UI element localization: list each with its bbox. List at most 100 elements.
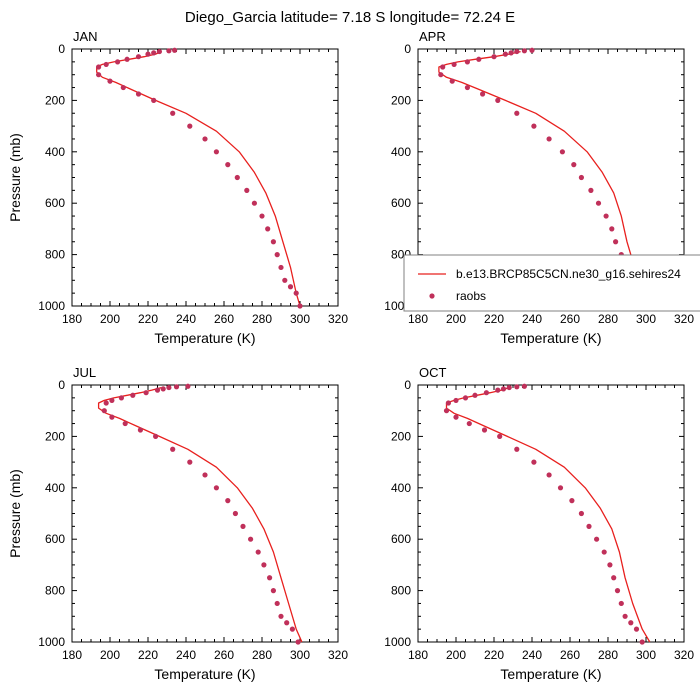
raobs-point bbox=[261, 562, 267, 568]
raobs-point bbox=[143, 390, 149, 396]
raobs-point bbox=[607, 562, 613, 568]
raobs-point bbox=[546, 136, 552, 142]
y-tick-label: 400 bbox=[391, 145, 411, 159]
raobs-point bbox=[151, 97, 157, 103]
raobs-point bbox=[255, 549, 261, 555]
raobs-point bbox=[464, 59, 470, 65]
raobs-point bbox=[270, 239, 276, 245]
y-tick-label: 1000 bbox=[38, 635, 65, 649]
raobs-point bbox=[293, 290, 299, 296]
raobs-point bbox=[495, 387, 501, 393]
x-axis-label: Temperature (K) bbox=[154, 330, 255, 346]
legend-line-label: b.e13.BRCP85C5CN.ne30_g16.sehires24 bbox=[456, 267, 681, 281]
raobs-point bbox=[559, 149, 566, 155]
x-tick-label: 220 bbox=[484, 648, 504, 662]
raobs-point bbox=[451, 61, 457, 68]
plot-frame bbox=[417, 384, 685, 643]
raobs-point bbox=[124, 56, 130, 62]
raobs-point bbox=[265, 226, 271, 232]
raobs-point bbox=[289, 626, 295, 632]
raobs-point bbox=[282, 277, 288, 283]
raobs-point bbox=[274, 600, 280, 607]
raobs-point bbox=[166, 48, 172, 54]
x-tick-label: 240 bbox=[522, 312, 542, 326]
raobs-point bbox=[240, 523, 246, 529]
raobs-point bbox=[202, 136, 208, 142]
raobs-point bbox=[234, 174, 240, 181]
raobs-point bbox=[187, 123, 193, 129]
x-tick-label: 220 bbox=[138, 312, 158, 326]
raobs-point bbox=[156, 48, 162, 55]
raobs-point bbox=[521, 383, 528, 389]
x-tick-label: 260 bbox=[560, 312, 580, 326]
x-tick-label: 180 bbox=[62, 312, 82, 326]
raobs-point bbox=[521, 48, 528, 54]
model-profile-line bbox=[445, 386, 651, 643]
x-tick-label: 280 bbox=[252, 648, 272, 662]
x-tick-label: 320 bbox=[674, 648, 694, 662]
raobs-point bbox=[103, 61, 109, 68]
x-axis-label: Temperature (K) bbox=[154, 666, 255, 682]
y-tick-label: 200 bbox=[391, 429, 411, 443]
panel-label: APR bbox=[419, 29, 446, 44]
raobs-point bbox=[187, 459, 193, 465]
raobs-point bbox=[173, 384, 180, 390]
raobs-point bbox=[244, 187, 250, 193]
raobs-point bbox=[622, 613, 628, 619]
legend-marker-label: raobs bbox=[456, 289, 486, 303]
raobs-point bbox=[514, 110, 520, 116]
raobs-point bbox=[546, 472, 552, 478]
y-tick-label: 800 bbox=[391, 584, 411, 598]
raobs-point bbox=[601, 549, 607, 555]
y-axis-label: Pressure (mb) bbox=[7, 133, 23, 222]
y-tick-label: 800 bbox=[45, 248, 65, 262]
y-tick-label: 0 bbox=[404, 42, 411, 56]
x-tick-label: 200 bbox=[446, 312, 466, 326]
panel-label: JUL bbox=[73, 365, 96, 380]
raobs-point bbox=[466, 420, 472, 427]
panel-oct: 180 200 220 240 260 280 300 320 0 200 400 600 800 100… bbox=[384, 365, 694, 682]
raobs-point bbox=[137, 427, 143, 433]
raobs-point bbox=[531, 459, 537, 465]
x-tick-label: 180 bbox=[408, 648, 428, 662]
raobs-point bbox=[153, 433, 159, 439]
raobs-point bbox=[529, 47, 535, 53]
raobs-point bbox=[438, 72, 444, 78]
raobs-point bbox=[445, 400, 451, 406]
raobs-point bbox=[145, 51, 151, 57]
raobs-point bbox=[225, 162, 231, 168]
y-tick-label: 0 bbox=[404, 378, 411, 392]
raobs-point bbox=[278, 264, 284, 271]
raobs-point bbox=[481, 427, 488, 433]
raobs-point bbox=[151, 50, 157, 56]
raobs-point bbox=[213, 485, 219, 491]
raobs-point bbox=[270, 588, 276, 594]
y-tick-label: 400 bbox=[391, 481, 411, 495]
raobs-point bbox=[453, 414, 459, 420]
raobs-point bbox=[443, 408, 450, 414]
raobs-point bbox=[213, 149, 219, 155]
y-tick-label: 200 bbox=[391, 93, 411, 107]
y-tick-label: 0 bbox=[58, 378, 65, 392]
raobs-point bbox=[166, 384, 172, 391]
raobs-point bbox=[278, 613, 284, 619]
raobs-point bbox=[588, 187, 594, 193]
y-tick-label: 200 bbox=[45, 429, 65, 443]
raobs-point bbox=[202, 472, 208, 478]
raobs-point bbox=[96, 64, 102, 70]
raobs-point bbox=[502, 51, 508, 57]
x-tick-label: 300 bbox=[290, 312, 310, 326]
raobs-point bbox=[603, 213, 609, 219]
x-tick-label: 300 bbox=[636, 312, 656, 326]
x-tick-label: 200 bbox=[100, 648, 120, 662]
raobs-point bbox=[531, 123, 537, 129]
raobs-point bbox=[170, 446, 176, 452]
raobs-point bbox=[595, 200, 602, 206]
x-tick-label: 260 bbox=[560, 648, 580, 662]
raobs-point bbox=[295, 639, 301, 645]
raobs-point bbox=[578, 510, 585, 517]
raobs-point bbox=[476, 56, 482, 62]
y-tick-label: 600 bbox=[45, 196, 65, 210]
